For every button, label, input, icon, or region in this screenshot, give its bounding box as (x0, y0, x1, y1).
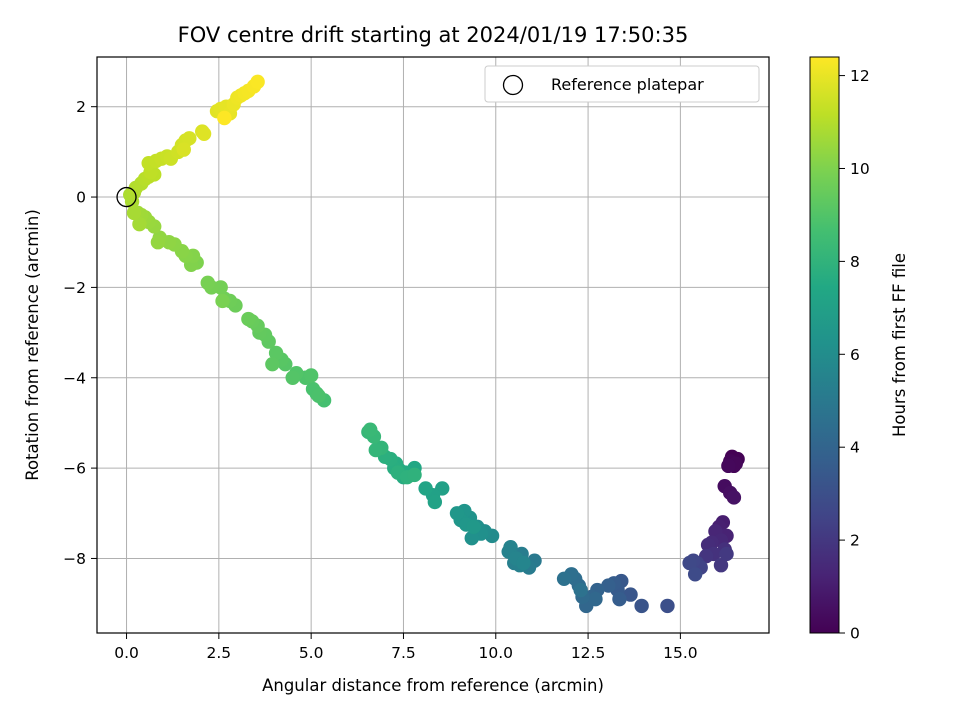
data-point (464, 530, 479, 546)
x-tick-label: 7.5 (391, 644, 416, 662)
data-point (241, 311, 256, 327)
colorbar: 0 2 4 6 8 10 12 Hours from first FF file (809, 56, 909, 643)
data-point (418, 481, 433, 496)
y-tick-label: 0 (76, 189, 86, 207)
y-axis-ticks: 2 0 −2 −4 −6 −8 (63, 98, 97, 568)
data-point (311, 388, 326, 404)
data-point (407, 467, 422, 483)
data-point (623, 587, 638, 602)
colorbar-tick-label: 12 (850, 67, 870, 85)
x-tick-label: 0.0 (114, 644, 139, 662)
colorbar-tick-label: 0 (850, 625, 860, 643)
chart-title: FOV centre drift starting at 2024/01/19 … (178, 23, 689, 47)
data-point (176, 142, 191, 157)
y-tick-label: −2 (63, 279, 86, 297)
y-tick-label: −8 (63, 550, 86, 568)
data-point (556, 571, 572, 586)
y-tick-label: 2 (76, 98, 86, 116)
data-point (573, 582, 588, 598)
data-point (503, 539, 518, 555)
data-point (182, 131, 197, 146)
data-point (250, 74, 265, 90)
data-point (588, 591, 603, 607)
data-point (368, 442, 383, 458)
data-point (132, 216, 147, 232)
data-point (634, 598, 649, 614)
data-point (516, 555, 531, 571)
data-point (268, 345, 284, 361)
colorbar-tick-label: 6 (850, 346, 860, 364)
colorbar-gradient (809, 56, 840, 634)
colorbar-tick-label: 10 (850, 160, 870, 178)
colorbar-label: Hours from first FF file (890, 253, 909, 437)
x-axis-ticks: 0.0 2.5 5.0 7.5 10.0 12.5 15.0 (114, 633, 698, 662)
data-point (719, 546, 734, 562)
data-point (721, 458, 736, 474)
colorbar-tick-label: 2 (850, 532, 860, 550)
data-points (123, 74, 745, 614)
reference-marker (116, 186, 137, 208)
data-point (687, 567, 703, 582)
x-tick-label: 12.5 (571, 644, 606, 662)
y-tick-label: −6 (63, 460, 86, 478)
x-tick-label: 15.0 (663, 644, 698, 662)
data-point (601, 578, 616, 593)
data-point (449, 506, 465, 521)
colorbar-tick-label: 8 (850, 253, 860, 271)
data-point (150, 235, 166, 250)
reference-point (116, 186, 137, 208)
data-point (682, 555, 697, 571)
legend: Reference platepar (484, 65, 760, 103)
data-point (713, 558, 729, 573)
x-axis-label: Angular distance from reference (arcmin) (262, 676, 604, 695)
data-point (612, 591, 627, 607)
data-point (303, 368, 319, 383)
legend-marker (502, 74, 524, 96)
legend-box (484, 65, 760, 103)
data-point (215, 293, 230, 309)
legend-label: Reference platepar (551, 75, 704, 94)
data-point (217, 110, 232, 126)
data-point (660, 598, 675, 614)
y-axis-label: Rotation from reference (arcmin) (23, 209, 42, 481)
data-point (466, 519, 481, 535)
data-point (285, 370, 300, 385)
data-point (200, 275, 215, 291)
data-point (363, 422, 378, 437)
x-tick-label: 2.5 (207, 644, 232, 662)
plot-frame (96, 56, 770, 634)
x-tick-label: 10.0 (479, 644, 514, 662)
data-point (126, 205, 142, 221)
data-point (265, 357, 280, 372)
data-point (427, 494, 443, 510)
data-point (196, 126, 212, 141)
x-tick-label: 5.0 (299, 644, 324, 662)
grid-lines (97, 57, 769, 633)
colorbar-tick-label: 4 (850, 439, 860, 457)
data-point (726, 490, 742, 505)
colorbar-ticks: 0 2 4 6 8 10 12 (839, 67, 870, 643)
y-tick-label: −4 (63, 369, 86, 387)
